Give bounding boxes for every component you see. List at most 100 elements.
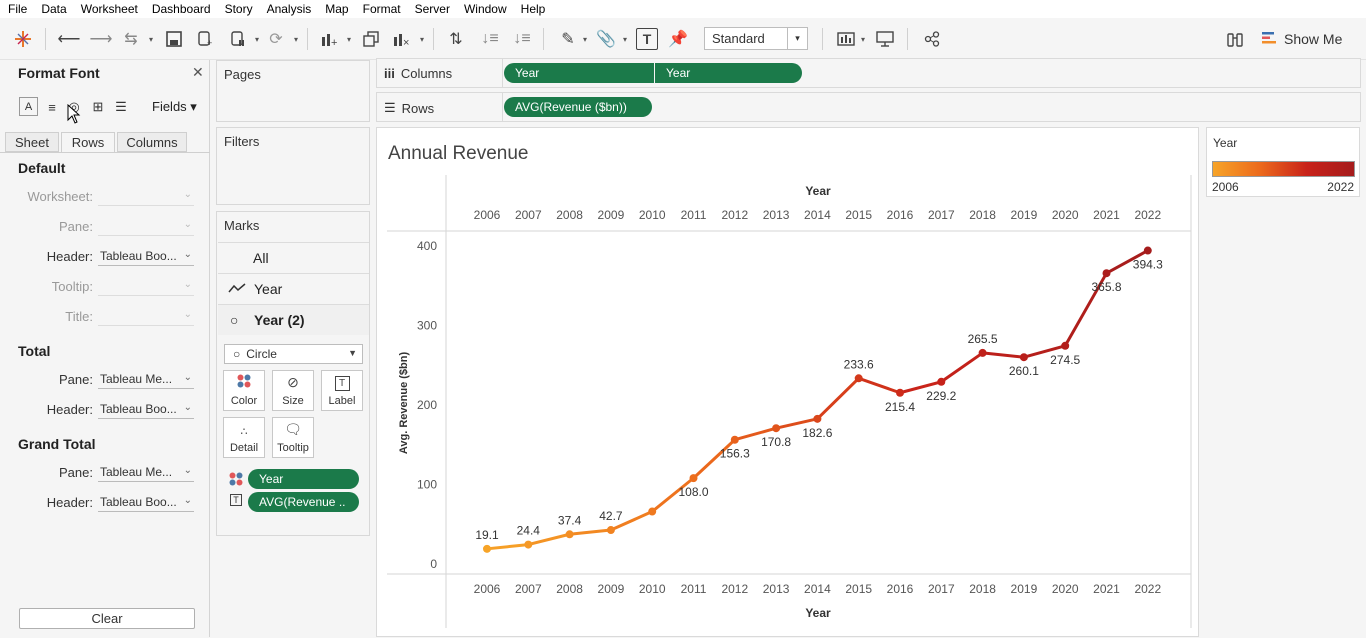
group-dropdown-icon[interactable]: ▾: [622, 34, 627, 44]
fix-axes-icon[interactable]: 📌: [668, 31, 688, 48]
menu-file[interactable]: File: [8, 2, 28, 16]
y-axis-title: Avg. Revenue ($bn): [398, 352, 410, 455]
columns-pill-year-1[interactable]: Year: [504, 63, 654, 83]
label-button-label: Label: [328, 395, 356, 407]
top-tick-label: 2013: [763, 208, 790, 222]
fields-dropdown[interactable]: Fields ▾: [152, 99, 197, 114]
fields-label: Fields: [152, 99, 187, 114]
menu-dashboard[interactable]: Dashboard: [151, 2, 211, 16]
x-tick-label: 2018: [969, 582, 996, 596]
total-pane-select[interactable]: Tableau Me... ⌄: [98, 370, 194, 389]
show-cards-icon[interactable]: [834, 27, 858, 51]
highlight-icon[interactable]: ✎: [561, 31, 575, 48]
menu-worksheet[interactable]: Worksheet: [80, 2, 138, 16]
close-icon[interactable]: ✕: [192, 64, 204, 80]
marks-pill-year[interactable]: Year: [248, 469, 359, 489]
line-segment: [692, 438, 737, 480]
clear-dropdown-icon[interactable]: ▾: [419, 34, 424, 44]
marks-layer-all[interactable]: All: [218, 242, 369, 273]
pages-card[interactable]: Pages: [216, 60, 370, 122]
marks-pill-revenue[interactable]: AVG(Revenue ..: [248, 492, 359, 512]
detail-button[interactable]: ∴ Detail: [223, 417, 265, 458]
highlight-dropdown-icon[interactable]: ▾: [582, 34, 587, 44]
lines-tab-icon[interactable]: ☰: [115, 99, 127, 114]
header-font-select[interactable]: Tableau Boo... ⌄: [98, 247, 194, 266]
x-tick-label: 2016: [887, 582, 914, 596]
group-icon[interactable]: 📎: [596, 31, 616, 48]
color-button-label: Color: [230, 395, 258, 407]
tableau-logo-icon[interactable]: [11, 27, 35, 51]
mark-type-dropdown[interactable]: ○ Circle ▼: [224, 344, 363, 364]
sort-ascending-icon[interactable]: ↓≡: [481, 30, 499, 47]
top-tick-label: 2007: [515, 208, 542, 222]
sort-descending-icon[interactable]: ↓≡: [513, 30, 531, 47]
filters-card[interactable]: Filters: [216, 127, 370, 205]
menu-story[interactable]: Story: [224, 2, 253, 16]
line-chart[interactable]: Year Year Avg. Revenue ($bn) 0 100 200 300 4…: [377, 128, 1200, 638]
presentation-mode-icon[interactable]: [873, 27, 897, 51]
svg-text:+: +: [331, 37, 337, 47]
borders-tab-icon[interactable]: ⊞: [92, 99, 104, 114]
grand-total-pane-select[interactable]: Tableau Me... ⌄: [98, 463, 194, 482]
rows-pill-revenue[interactable]: AVG(Revenue ($bn)): [504, 97, 652, 117]
data-guide-icon[interactable]: [1223, 27, 1247, 51]
line-segment: [815, 376, 861, 421]
color-button[interactable]: Color: [223, 370, 265, 411]
show-me-button[interactable]: Show Me: [1262, 27, 1342, 51]
undo-icon[interactable]: ⟵: [57, 31, 81, 48]
refresh-icon[interactable]: ⟳: [269, 31, 283, 48]
legend-gradient: [1212, 161, 1355, 177]
viz-area: Annual Revenue Year Year Avg. Revenue ($…: [376, 127, 1199, 637]
clear-sheet-icon[interactable]: ×: [390, 27, 414, 51]
menu-format[interactable]: Format: [362, 2, 401, 16]
share-icon[interactable]: [920, 27, 944, 51]
menu-server[interactable]: Server: [414, 2, 450, 16]
data-point: [772, 424, 781, 433]
show-labels-icon[interactable]: T: [636, 28, 658, 50]
format-font-panel: Format Font ✕ A ≡ ◎ ⊞ ☰ Fields ▾ Sheet R…: [0, 60, 210, 637]
fit-dropdown[interactable]: Standard ▾: [704, 27, 808, 50]
marks-layer-year[interactable]: Year: [218, 273, 369, 304]
marks-pill-year-label: Year: [259, 472, 284, 486]
new-datasource-icon[interactable]: +: [193, 27, 217, 51]
marks-layer-year-2[interactable]: ○ Year (2): [218, 304, 369, 335]
menu-data[interactable]: Data: [41, 2, 67, 16]
label-button[interactable]: T Label: [321, 370, 363, 411]
new-worksheet-dropdown-icon[interactable]: ▾: [346, 34, 351, 44]
alignment-tab-icon[interactable]: ≡: [48, 99, 56, 115]
color-legend[interactable]: Year 2006 2022: [1206, 127, 1360, 197]
pause-updates-icon[interactable]: [226, 27, 250, 51]
data-point: [854, 374, 863, 383]
tab-sheet[interactable]: Sheet: [5, 132, 59, 152]
menu-analysis[interactable]: Analysis: [266, 2, 312, 16]
size-button[interactable]: ⊘ Size: [272, 370, 314, 411]
tab-rows[interactable]: Rows: [61, 132, 115, 152]
rows-shelf[interactable]: ☰ Rows AVG(Revenue ($bn)): [376, 92, 1361, 122]
new-worksheet-icon[interactable]: +: [318, 27, 342, 51]
replay-icon[interactable]: ⇆: [124, 31, 138, 48]
refresh-dropdown-icon[interactable]: ▾: [293, 34, 298, 44]
label-encoding-icon: T: [230, 494, 242, 506]
swap-icon[interactable]: ⇅: [449, 31, 463, 48]
total-header-select[interactable]: Tableau Boo... ⌄: [98, 400, 194, 419]
menu-help[interactable]: Help: [520, 2, 546, 16]
redo-icon[interactable]: ⟶: [89, 31, 113, 48]
columns-shelf[interactable]: iii Columns Year Year: [376, 58, 1361, 88]
save-icon[interactable]: [162, 27, 186, 51]
columns-pill-year-2[interactable]: Year: [655, 63, 802, 83]
shading-tab-icon[interactable]: ◎: [68, 99, 80, 114]
show-cards-dropdown-icon[interactable]: ▾: [860, 34, 865, 44]
pause-dropdown-icon[interactable]: ▾: [254, 34, 259, 44]
font-tab-icon[interactable]: A: [19, 97, 38, 116]
clear-button[interactable]: Clear: [19, 608, 195, 629]
tab-columns[interactable]: Columns: [117, 132, 187, 152]
tooltip-button[interactable]: 🗨 Tooltip: [272, 417, 314, 458]
tooltip-font-label: Tooltip:: [51, 279, 93, 294]
duplicate-icon[interactable]: [359, 27, 383, 51]
menu-map[interactable]: Map: [325, 2, 349, 16]
replay-dropdown-icon[interactable]: ▾: [148, 34, 153, 44]
grand-total-header-select[interactable]: Tableau Boo... ⌄: [98, 493, 194, 512]
line-segment: [733, 426, 778, 442]
x-tick-label: 2020: [1052, 582, 1079, 596]
menu-window[interactable]: Window: [463, 2, 507, 16]
